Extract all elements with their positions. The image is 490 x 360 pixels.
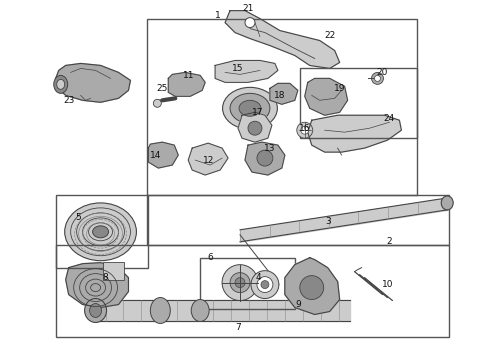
Circle shape — [235, 278, 245, 288]
Polygon shape — [270, 84, 298, 104]
Polygon shape — [215, 60, 278, 82]
Text: 3: 3 — [325, 217, 331, 226]
Ellipse shape — [93, 226, 108, 238]
Bar — [300, 68, 417, 138]
Text: 4: 4 — [255, 273, 261, 282]
Text: 24: 24 — [384, 114, 395, 123]
Text: 1: 1 — [215, 11, 221, 20]
Ellipse shape — [54, 75, 68, 93]
Bar — [56, 245, 449, 337]
Ellipse shape — [441, 196, 453, 210]
Ellipse shape — [57, 80, 65, 89]
Polygon shape — [168, 72, 205, 96]
Ellipse shape — [85, 298, 106, 323]
Ellipse shape — [230, 93, 270, 123]
Circle shape — [251, 271, 279, 298]
Circle shape — [230, 273, 250, 293]
Text: 6: 6 — [207, 253, 213, 262]
Ellipse shape — [90, 303, 101, 318]
Circle shape — [261, 280, 269, 289]
Text: 21: 21 — [242, 4, 254, 13]
Bar — [102, 262, 124, 280]
Bar — [147, 19, 417, 195]
Ellipse shape — [150, 298, 171, 323]
Text: 17: 17 — [252, 108, 264, 117]
Circle shape — [297, 122, 313, 138]
Circle shape — [374, 75, 380, 81]
Text: 11: 11 — [182, 71, 194, 80]
Circle shape — [371, 72, 384, 84]
Circle shape — [257, 276, 273, 293]
Bar — [200, 258, 295, 310]
Circle shape — [222, 265, 258, 301]
Polygon shape — [285, 258, 340, 315]
Text: 15: 15 — [232, 64, 244, 73]
Ellipse shape — [222, 87, 277, 129]
Bar — [56, 195, 148, 268]
Bar — [147, 195, 449, 245]
Polygon shape — [225, 11, 340, 68]
Polygon shape — [66, 263, 128, 307]
Polygon shape — [148, 142, 178, 168]
Polygon shape — [308, 115, 401, 152]
Polygon shape — [245, 142, 285, 175]
Polygon shape — [305, 78, 347, 115]
Ellipse shape — [239, 100, 261, 116]
Circle shape — [301, 126, 309, 134]
Text: 13: 13 — [264, 144, 276, 153]
Text: 23: 23 — [63, 96, 74, 105]
Circle shape — [257, 150, 273, 166]
Polygon shape — [188, 143, 228, 175]
Text: 19: 19 — [334, 84, 345, 93]
Text: 8: 8 — [103, 273, 108, 282]
Circle shape — [245, 18, 255, 28]
Text: 9: 9 — [295, 300, 301, 309]
Text: 16: 16 — [299, 124, 311, 133]
Circle shape — [153, 99, 161, 107]
Polygon shape — [56, 63, 130, 102]
Ellipse shape — [191, 300, 209, 321]
Text: 7: 7 — [235, 323, 241, 332]
Text: 2: 2 — [387, 237, 392, 246]
Text: 20: 20 — [377, 68, 388, 77]
Text: 18: 18 — [274, 91, 286, 100]
Circle shape — [248, 121, 262, 135]
Text: 25: 25 — [157, 84, 168, 93]
Text: 10: 10 — [382, 280, 393, 289]
Text: 12: 12 — [202, 156, 214, 165]
Ellipse shape — [65, 203, 136, 261]
Text: 14: 14 — [149, 150, 161, 159]
Text: 22: 22 — [324, 31, 335, 40]
Polygon shape — [238, 112, 272, 142]
Text: 5: 5 — [76, 213, 81, 222]
Circle shape — [300, 276, 324, 300]
